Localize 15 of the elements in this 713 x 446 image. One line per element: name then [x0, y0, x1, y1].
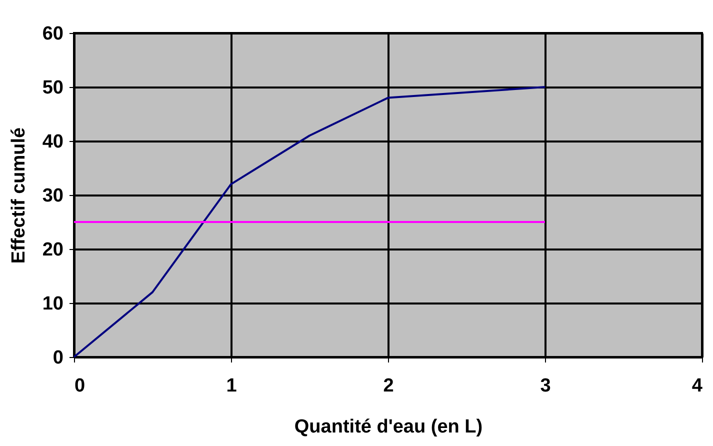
y-tick-label: 50: [42, 78, 64, 98]
x-tick-label: 1: [226, 376, 238, 396]
y-tick-label: 60: [42, 24, 64, 44]
x-tick-label: 3: [540, 376, 551, 396]
x-tick-label: 2: [383, 376, 394, 396]
x-tick-label: 0: [74, 376, 86, 396]
y-axis-title: Effectif cumulé: [8, 127, 30, 264]
y-tick-label: 20: [42, 240, 64, 260]
y-tick-label: 30: [42, 186, 64, 206]
y-tick-label: 0: [52, 348, 64, 368]
x-axis-title: Quantité d'eau (en L): [294, 416, 483, 438]
x-tick-label: 4: [692, 376, 703, 396]
y-tick-label: 40: [42, 132, 64, 152]
y-tick-label: 10: [42, 294, 64, 314]
line-series: [73, 86, 546, 358]
